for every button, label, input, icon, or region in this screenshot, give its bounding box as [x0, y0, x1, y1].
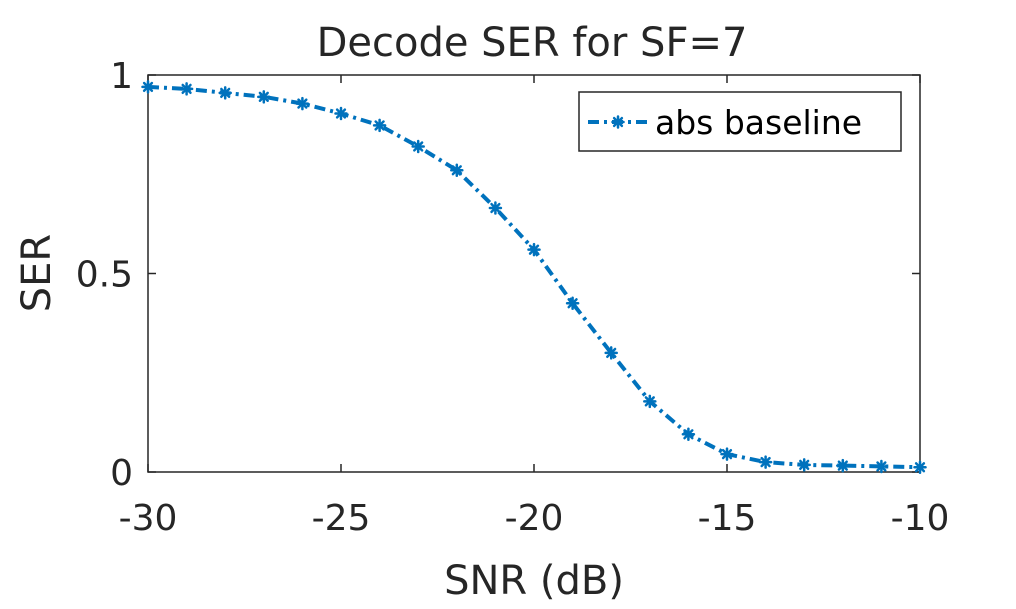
data-point [913, 460, 927, 474]
y-axis-label: SER [14, 234, 60, 312]
data-point [797, 458, 811, 472]
data-point [218, 86, 232, 100]
data-point [257, 90, 271, 104]
legend-marker-point [611, 115, 625, 129]
legend: abs baseline [578, 91, 902, 152]
data-point [604, 346, 618, 360]
x-tick-label: -10 [891, 498, 950, 539]
x-tick-label: -30 [119, 498, 178, 539]
y-tick-label: 0.5 [76, 255, 133, 296]
data-point [372, 118, 387, 133]
data-point [758, 455, 773, 469]
y-tick-label: 1 [110, 56, 133, 97]
data-point [681, 427, 696, 442]
data-point [450, 163, 464, 178]
data-point [179, 82, 194, 96]
chart-title: Decode SER for SF=7 [317, 20, 748, 66]
data-point [874, 459, 889, 474]
series-layer [141, 80, 927, 474]
data-point [411, 139, 425, 154]
data-point [643, 394, 657, 409]
ticks-layer: -30 -25 -20 -15 -10 0 0.5 1 [76, 56, 950, 539]
x-tick-label: -25 [312, 498, 371, 539]
data-point [720, 447, 734, 461]
legend-label: abs baseline [655, 103, 862, 142]
legend-marker [611, 115, 625, 129]
data-point [836, 458, 850, 473]
data-point [141, 80, 155, 94]
x-tick-label: -20 [505, 498, 564, 539]
data-point [565, 296, 580, 311]
x-axis-label: SNR (dB) [444, 558, 624, 604]
legend-box [578, 91, 902, 152]
data-point [334, 106, 348, 121]
data-point [488, 201, 503, 215]
y-tick-label: 0 [110, 453, 133, 494]
data-point [527, 242, 541, 257]
x-tick-label: -15 [698, 498, 757, 539]
data-point [295, 96, 310, 111]
